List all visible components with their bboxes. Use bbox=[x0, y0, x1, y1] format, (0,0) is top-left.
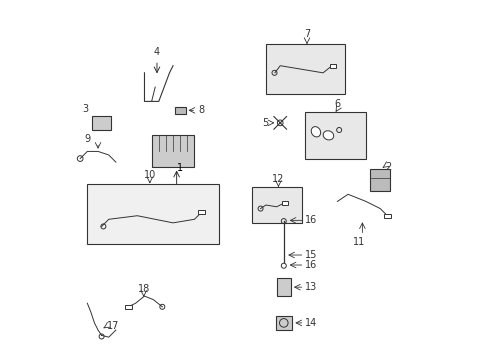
Bar bbox=[384, 213, 390, 218]
Text: 15: 15 bbox=[305, 250, 317, 260]
Text: 3: 3 bbox=[82, 104, 88, 114]
Bar bbox=[151, 135, 194, 167]
Bar bbox=[92, 116, 111, 130]
Bar bbox=[175, 107, 185, 114]
Text: 4: 4 bbox=[154, 47, 160, 57]
Text: 7: 7 bbox=[303, 29, 309, 39]
Bar bbox=[125, 305, 131, 309]
Bar bbox=[87, 184, 219, 244]
Bar bbox=[275, 316, 291, 330]
Text: 5: 5 bbox=[262, 118, 268, 128]
Bar bbox=[276, 278, 290, 296]
Text: 11: 11 bbox=[352, 237, 364, 247]
Text: 1: 1 bbox=[177, 163, 183, 173]
Bar bbox=[305, 112, 365, 158]
Text: 18: 18 bbox=[137, 284, 150, 294]
Text: 13: 13 bbox=[305, 282, 317, 292]
Text: 16: 16 bbox=[305, 215, 317, 225]
Ellipse shape bbox=[323, 131, 333, 140]
Text: 16: 16 bbox=[305, 260, 317, 270]
Text: 14: 14 bbox=[305, 318, 317, 328]
Ellipse shape bbox=[310, 127, 320, 137]
Text: 9: 9 bbox=[84, 134, 90, 144]
Bar bbox=[370, 169, 389, 191]
Text: 8: 8 bbox=[198, 105, 204, 114]
Text: 10: 10 bbox=[143, 170, 156, 180]
Bar bbox=[198, 210, 204, 214]
Text: 2: 2 bbox=[385, 162, 391, 172]
Bar bbox=[251, 187, 301, 223]
Bar bbox=[282, 201, 288, 205]
Text: 17: 17 bbox=[107, 321, 119, 332]
Text: 12: 12 bbox=[272, 174, 284, 184]
Text: 6: 6 bbox=[334, 99, 340, 109]
Bar bbox=[329, 64, 335, 68]
Bar bbox=[265, 44, 344, 94]
